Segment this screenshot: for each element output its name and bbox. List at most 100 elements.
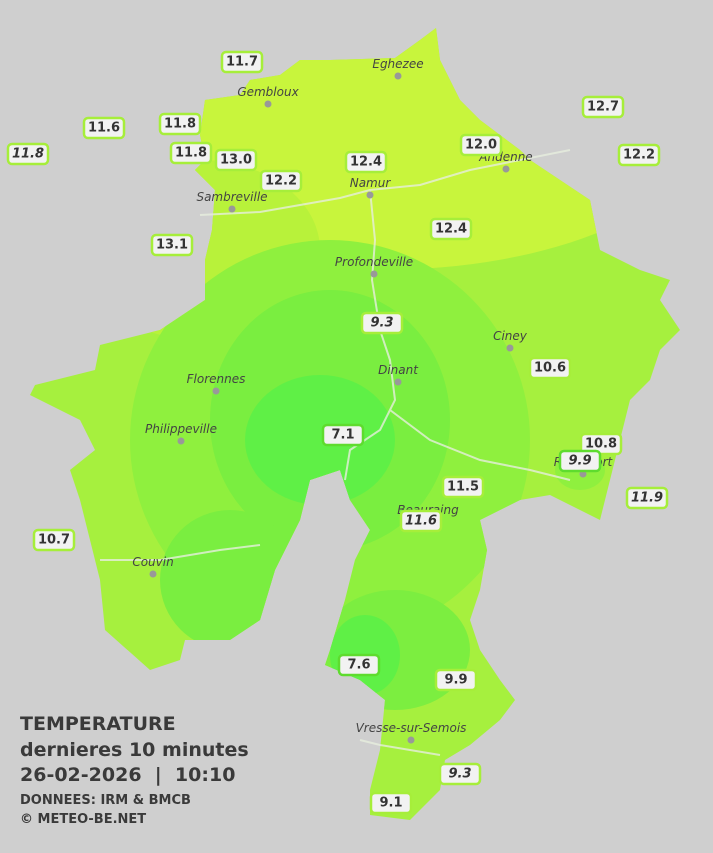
city-dot [149, 570, 157, 578]
station-value: 10.8 [585, 437, 617, 452]
station-value: 9.3 [448, 767, 471, 782]
city-label: Namur [350, 176, 392, 190]
city-label: Ciney [493, 329, 528, 343]
station-box [150, 233, 194, 257]
station-box [321, 423, 365, 447]
station-value: 11.6 [88, 121, 120, 136]
city-dot [502, 165, 510, 173]
station-value: 13.1 [156, 238, 188, 253]
station-box [158, 112, 202, 136]
station: 12.2 [259, 169, 303, 193]
legend: TEMPERATURE dernieres 10 minutes 26-02-2… [20, 713, 249, 827]
station-value: 10.7 [38, 533, 70, 548]
station-box [82, 116, 126, 140]
station-value: 7.6 [347, 658, 370, 673]
station: 11.9 [625, 486, 669, 510]
station: 11.7 [220, 50, 264, 74]
station: 11.8 [6, 142, 50, 166]
station-value: 12.4 [435, 222, 467, 237]
city-label: Vresse-sur-Semois [356, 721, 467, 735]
station: 12.2 [617, 143, 661, 167]
station: 11.6 [399, 509, 443, 533]
station-box [259, 169, 303, 193]
station: 9.1 [369, 791, 413, 815]
station-box [6, 142, 50, 166]
station-box [528, 356, 572, 380]
station: 9.9 [558, 449, 602, 473]
station-value: 11.8 [12, 147, 44, 162]
station-box [617, 143, 661, 167]
legend-copyright: © METEO-BE.NET [20, 812, 146, 827]
station-box [625, 486, 669, 510]
station: 9.3 [438, 762, 482, 786]
city-dot [370, 270, 378, 278]
station-value: 11.7 [226, 55, 258, 70]
city-label: Florennes [187, 372, 246, 386]
city-dot [177, 437, 185, 445]
stations: 11.7 11.6 11.8 11.8 11.8 13.0 12.4 12.0 12.7 12.2… [6, 50, 669, 815]
station-value: 13.0 [220, 153, 252, 168]
city-dot [394, 72, 402, 80]
station: 10.6 [528, 356, 572, 380]
station: 10.8 [579, 432, 623, 456]
station: 13.0 [214, 148, 258, 172]
station: 13.1 [150, 233, 194, 257]
city-label: Gembloux [237, 85, 299, 99]
station-box [399, 509, 443, 533]
station: 12.7 [581, 95, 625, 119]
station: 9.9 [434, 668, 478, 692]
station-value: 11.5 [447, 480, 479, 495]
station-box [169, 141, 213, 165]
city-label: Couvin [132, 555, 173, 569]
station: 11.8 [169, 141, 213, 165]
cities: EghezeeGemblouxAndenneNamurSambrevillePr… [132, 57, 614, 744]
station-box [32, 528, 76, 552]
city-label: Profondeville [335, 255, 413, 269]
city-dot [407, 736, 415, 744]
station-value: 12.7 [587, 100, 619, 115]
station: 9.3 [360, 311, 404, 335]
station-value: 9.9 [568, 454, 591, 469]
city-label: Dinant [378, 363, 419, 377]
station: 11.6 [82, 116, 126, 140]
station: 11.5 [441, 475, 485, 499]
station-box [429, 217, 473, 241]
station-box [581, 95, 625, 119]
station: 12.4 [429, 217, 473, 241]
city-dot [212, 387, 220, 395]
station-value: 9.9 [444, 673, 467, 688]
station: 7.1 [321, 423, 365, 447]
station: 12.4 [344, 150, 388, 174]
station-box [434, 668, 478, 692]
city-dot [264, 100, 272, 108]
station-box [344, 150, 388, 174]
city-dot [506, 344, 514, 352]
station-value: 12.2 [623, 148, 655, 163]
station-box [369, 791, 413, 815]
station-box [441, 475, 485, 499]
legend-title: TEMPERATURE [20, 713, 176, 735]
legend-subtitle: dernieres 10 minutes [20, 739, 249, 761]
station-value: 10.6 [534, 361, 566, 376]
station-box [438, 762, 482, 786]
station-value: 11.8 [164, 117, 196, 132]
station: 12.0 [459, 133, 503, 157]
station: 7.6 [337, 653, 381, 677]
station: 11.8 [158, 112, 202, 136]
station-value: 9.1 [379, 796, 402, 811]
city-dot [228, 205, 236, 213]
station-value: 11.8 [175, 146, 207, 161]
station-value: 12.0 [465, 138, 497, 153]
station-value: 7.1 [331, 428, 354, 443]
city-label: Eghezee [372, 57, 423, 71]
city-label: Sambreville [196, 190, 267, 204]
city-dot [394, 378, 402, 386]
legend-source: DONNEES: IRM & BMCB [20, 793, 191, 808]
legend-timestamp: 26-02-2026 | 10:10 [20, 764, 235, 786]
station-box [459, 133, 503, 157]
station-value: 11.6 [405, 514, 437, 529]
station-value: 12.2 [265, 174, 297, 189]
city-label: Philippeville [145, 422, 217, 436]
station-value: 11.9 [631, 491, 663, 506]
